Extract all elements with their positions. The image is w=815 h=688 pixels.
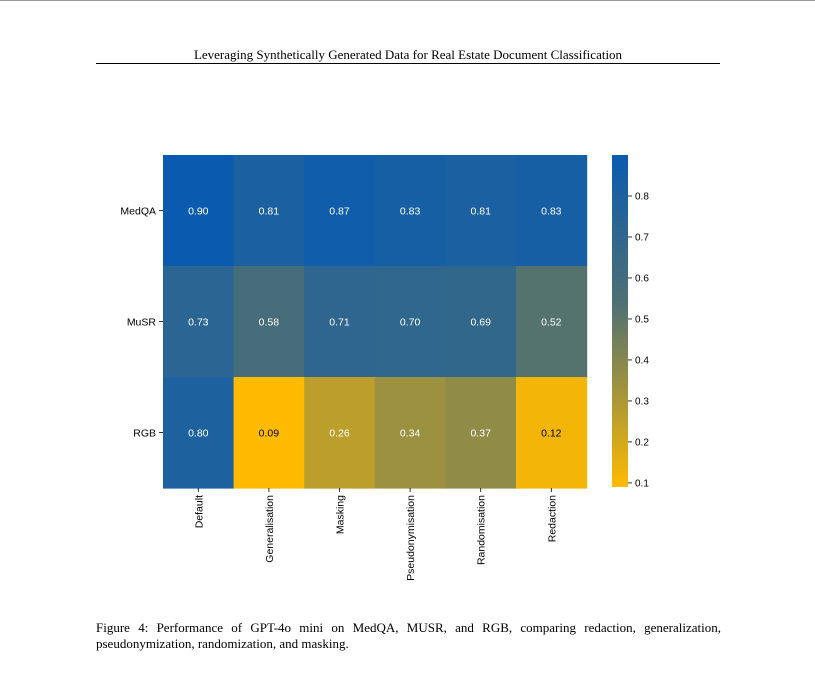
heatmap-cell	[163, 266, 235, 378]
cell-value-label: 0.71	[329, 317, 350, 329]
page-top-border	[0, 0, 815, 1]
heatmap-cell	[374, 377, 446, 489]
column-labels: Default Generalisation Masking Pseudonymisa…	[193, 488, 558, 581]
cell-value-label: 0.09	[259, 428, 280, 440]
cell-value-label: 0.70	[400, 317, 421, 329]
column-label: Redaction	[546, 495, 558, 542]
heatmap-cell	[516, 377, 588, 489]
heatmap-cell	[233, 266, 305, 378]
figure-caption: Figure 4: Performance of GPT-4o mini on …	[96, 620, 721, 651]
column-label: Pseudonymisation	[405, 495, 417, 581]
colorbar-tick-label: 0.1	[635, 478, 649, 489]
heatmap-cell	[374, 266, 446, 378]
cell-value-label: 0.81	[259, 206, 280, 218]
heatmap-chart: 0.90 0.81 0.87 0.83 0.81 0.830.73 0.58 0.71 0.70…	[120, 155, 649, 581]
row-label: RGB	[133, 428, 156, 440]
heatmap-cell	[233, 155, 305, 267]
colorbar-gradient	[612, 155, 628, 487]
heatmap-cell	[163, 155, 235, 267]
colorbar-tick-label: 0.3	[635, 396, 649, 407]
column-label: Default	[193, 495, 205, 528]
row-label: MuSR	[127, 317, 157, 329]
colorbar-tick-label: 0.5	[635, 314, 649, 325]
cell-value-label: 0.26	[329, 428, 350, 440]
heatmap-cell	[304, 155, 376, 267]
heatmap-cell	[233, 377, 305, 489]
heatmap-cell	[304, 266, 376, 378]
cell-value-label: 0.83	[400, 206, 421, 218]
colorbar-tick-label: 0.4	[635, 355, 649, 366]
cell-value-label: 0.73	[188, 317, 209, 329]
colorbar-tick-label: 0.7	[635, 232, 649, 243]
heatmap-cell	[374, 155, 446, 267]
heatmap-cell	[445, 377, 517, 489]
cell-value-label: 0.80	[188, 428, 209, 440]
heatmap-cell	[445, 155, 517, 267]
heatmap-cell	[445, 266, 517, 378]
heatmap-cell	[304, 377, 376, 489]
header-rule	[96, 63, 720, 64]
cell-value-label: 0.37	[470, 428, 491, 440]
cell-value-label: 0.81	[470, 206, 491, 218]
colorbar-tick-label: 0.8	[635, 191, 649, 202]
cell-value-label: 0.83	[541, 206, 562, 218]
heatmap-cell	[163, 377, 235, 489]
row-label: MedQA	[120, 206, 156, 218]
cell-value-label: 0.87	[329, 206, 350, 218]
colorbar: 0.1 0.2 0.3 0.4 0.5 0.6 0.7 0.8	[612, 155, 649, 489]
heatmap-cells: 0.90 0.81 0.87 0.83 0.81 0.83 0.73 0.58 0.71 0.70…	[163, 155, 588, 489]
column-label: Randomisation	[476, 495, 488, 565]
heatmap-cell	[516, 155, 588, 267]
cell-value-label: 0.69	[470, 317, 491, 329]
cell-value-label: 0.34	[400, 428, 421, 440]
column-label: Generalisation	[264, 495, 276, 563]
cell-value-label: 0.58	[259, 317, 280, 329]
cell-value-label: 0.52	[541, 317, 562, 329]
heatmap-cell	[516, 266, 588, 378]
colorbar-tick-label: 0.6	[635, 273, 649, 284]
cell-value-label: 0.12	[541, 428, 562, 440]
running-header: Leveraging Synthetically Generated Data …	[193, 47, 623, 62]
cell-value-label: 0.90	[188, 206, 209, 218]
column-label: Masking	[335, 495, 347, 534]
row-labels: MedQA MuSR RGB	[120, 206, 163, 440]
colorbar-tick-label: 0.2	[635, 437, 649, 448]
